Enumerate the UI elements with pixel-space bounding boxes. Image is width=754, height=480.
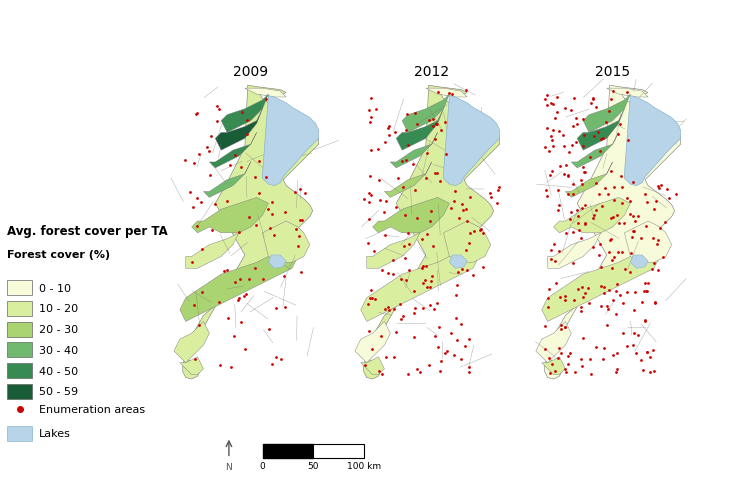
Polygon shape [210,133,256,168]
Text: 10 - 20: 10 - 20 [38,304,78,314]
Bar [314,444,364,458]
Polygon shape [583,95,630,133]
Polygon shape [216,109,262,151]
Polygon shape [391,133,437,168]
Polygon shape [245,89,286,98]
Polygon shape [572,133,618,168]
Text: 30 - 40: 30 - 40 [38,345,78,355]
Polygon shape [268,255,286,269]
Polygon shape [360,357,385,375]
Polygon shape [624,222,672,263]
Polygon shape [372,198,449,233]
Text: Forest cover (%): Forest cover (%) [7,250,110,259]
Polygon shape [262,222,310,263]
Polygon shape [262,96,319,186]
Polygon shape [578,109,624,151]
Bar [7,384,32,399]
Polygon shape [443,96,500,186]
Bar [7,363,32,378]
Polygon shape [630,255,648,269]
Text: Lakes: Lakes [38,428,70,438]
Polygon shape [363,86,500,379]
Polygon shape [547,233,601,269]
Polygon shape [182,86,319,379]
Polygon shape [179,357,204,375]
Polygon shape [355,322,391,363]
Bar [7,426,32,441]
Polygon shape [402,95,449,133]
Text: 50: 50 [308,461,319,470]
Polygon shape [443,222,491,263]
Polygon shape [607,89,648,98]
Text: 40 - 50: 40 - 50 [38,366,78,376]
Polygon shape [536,322,572,363]
Title: 2012: 2012 [414,65,449,79]
Polygon shape [185,233,239,269]
Polygon shape [449,255,467,269]
Text: 100 km: 100 km [347,461,381,470]
Text: Avg. forest cover per TA: Avg. forest cover per TA [7,225,167,238]
Polygon shape [624,96,681,186]
Text: 50 - 59: 50 - 59 [38,387,78,396]
Polygon shape [544,86,681,379]
Polygon shape [204,163,250,198]
Title: 2009: 2009 [233,65,268,79]
Polygon shape [541,245,660,322]
Bar [7,301,32,316]
Polygon shape [426,89,467,98]
Polygon shape [553,198,630,233]
Text: N: N [225,462,232,471]
Bar [7,343,32,358]
Text: Enumeration areas: Enumeration areas [38,405,145,415]
Polygon shape [385,163,431,198]
Polygon shape [397,109,443,151]
Polygon shape [566,163,612,198]
Bar [7,322,32,337]
Polygon shape [366,233,420,269]
Polygon shape [221,95,268,133]
Polygon shape [174,322,210,363]
Text: 20 - 30: 20 - 30 [38,324,78,335]
Polygon shape [192,198,268,233]
Polygon shape [541,357,566,375]
Polygon shape [360,245,479,322]
Title: 2015: 2015 [595,65,630,79]
Bar [7,280,32,296]
Text: 0: 0 [260,461,265,470]
Text: 0 - 10: 0 - 10 [38,283,71,293]
Polygon shape [179,245,298,322]
